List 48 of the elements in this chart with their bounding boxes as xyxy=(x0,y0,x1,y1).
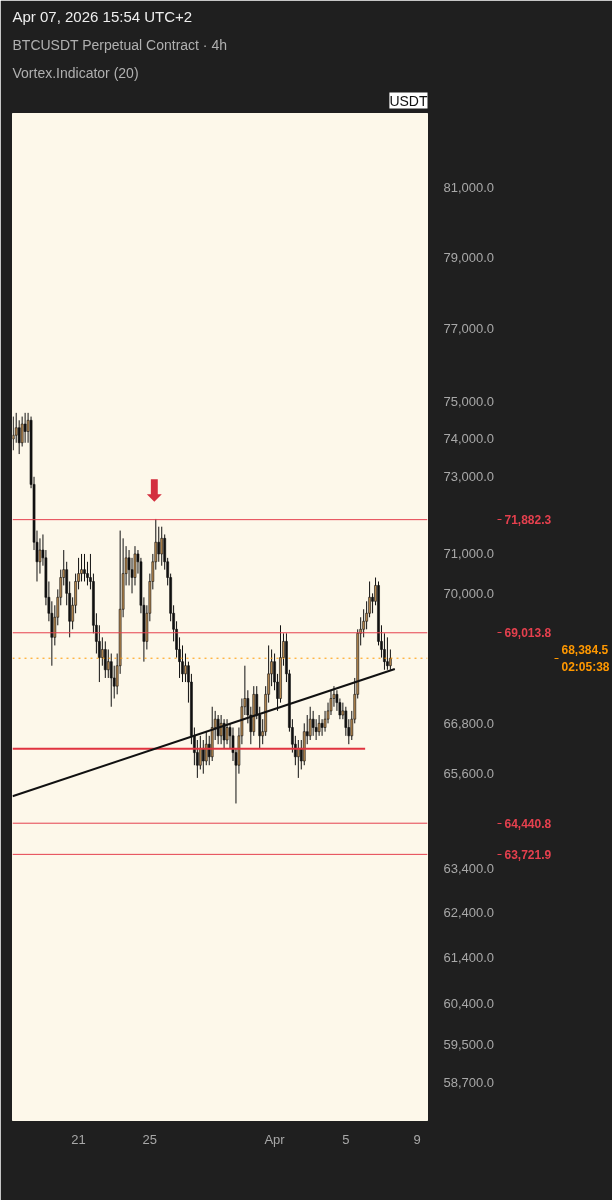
ref-line-label: 68,384.5 02:05:38 xyxy=(561,642,610,674)
chart-title: BTCUSDT Perpetual Contract · 4h xyxy=(12,36,227,53)
y-tick-label: 75,000.0 xyxy=(443,394,495,410)
y-tick-label: 63,400.0 xyxy=(443,860,495,876)
y-tick-label: 66,800.0 xyxy=(443,715,495,731)
candlestick xyxy=(219,714,223,745)
annotation: ⬇ xyxy=(141,472,167,508)
y-tick-label: 73,000.0 xyxy=(443,469,495,485)
x-tick-label: 25 xyxy=(142,1131,158,1147)
candlestick xyxy=(201,739,205,775)
chart-subtitle: Vortex.Indicator (20) xyxy=(12,64,139,81)
x-tick-label: 5 xyxy=(342,1131,350,1147)
candlestick xyxy=(317,714,321,737)
ref-line-label: 63,721.9 xyxy=(504,847,552,862)
candlestick xyxy=(103,640,107,679)
text: Apr 07, 2026 15:54 UTC+2 xyxy=(12,7,193,25)
y-tick-label: 59,500.0 xyxy=(443,1037,495,1053)
y-tick-label: 79,000.0 xyxy=(443,249,495,265)
text: USDT xyxy=(389,92,428,109)
x-tick-label: 9 xyxy=(413,1131,421,1147)
ref-line-label: 69,013.8 xyxy=(504,626,552,641)
candlestick xyxy=(222,718,226,749)
x-tick-label: Apr xyxy=(264,1131,286,1147)
ref-line-label: 64,440.8 xyxy=(504,816,552,831)
candlestick xyxy=(106,648,110,679)
y-tick-label: 71,000.0 xyxy=(443,546,495,562)
candlestick xyxy=(308,706,312,741)
candlestick xyxy=(184,653,187,683)
candlestick xyxy=(216,714,220,745)
y-tick-label: 81,000.0 xyxy=(443,180,495,196)
candlestick xyxy=(157,526,161,563)
ref-line-label: 71,882.3 xyxy=(504,513,552,528)
candlestick xyxy=(160,526,164,567)
y-tick-label: 74,000.0 xyxy=(443,431,495,447)
x-tick-label: 21 xyxy=(71,1131,86,1147)
y-tick-label: 65,600.0 xyxy=(443,766,495,782)
candlestick xyxy=(12,416,15,451)
candlestick xyxy=(83,553,86,582)
candlestick xyxy=(23,412,27,444)
y-tick-label: 60,400.0 xyxy=(443,995,495,1011)
candlestick xyxy=(225,718,229,745)
candlestick xyxy=(109,653,113,708)
y-tick-label: 77,000.0 xyxy=(443,321,495,337)
y-tick-label: 61,400.0 xyxy=(443,949,495,965)
candlestick xyxy=(311,710,315,737)
y-tick-label: 62,400.0 xyxy=(443,905,495,921)
y-tick-label: 58,700.0 xyxy=(443,1074,495,1090)
y-tick-label: 70,000.0 xyxy=(443,585,495,601)
